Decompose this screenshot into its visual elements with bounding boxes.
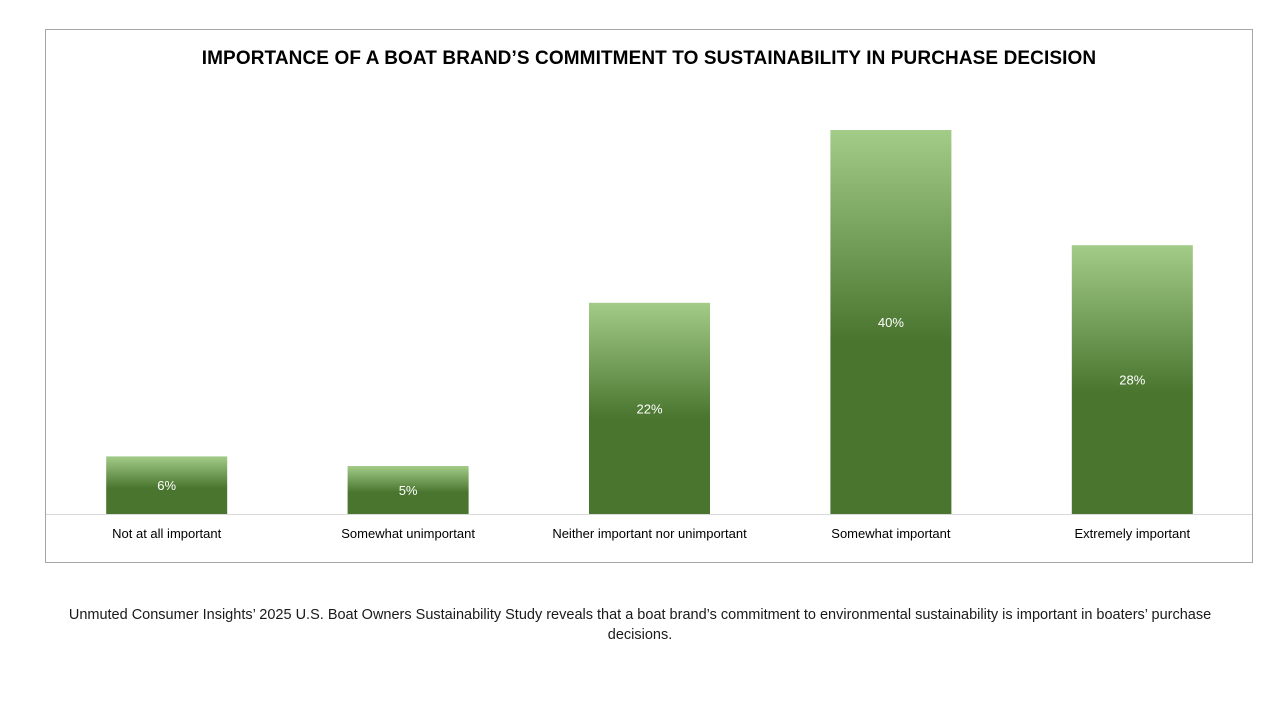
x-tick-label: Extremely important [1075,526,1191,541]
x-tick-label: Somewhat important [831,526,951,541]
data-label: 6% [157,478,176,493]
data-label: 5% [399,483,418,498]
bar [589,302,710,514]
x-tick-label: Not at all important [112,526,221,541]
data-label: 28% [1119,373,1145,388]
bar [106,456,228,514]
data-label: 22% [636,401,662,416]
x-tick-label: Somewhat unimportant [341,526,475,541]
chart-title: IMPORTANCE OF A BOAT BRAND’S COMMITMENT … [201,48,1097,69]
x-tick-label: Neither important nor unimportant [552,526,747,541]
chart-caption: Unmuted Consumer Insights’ 2025 U.S. Boa… [68,607,1212,643]
bar [347,466,469,514]
bar [830,130,952,514]
bar [1071,245,1193,514]
data-label: 40% [878,315,904,330]
